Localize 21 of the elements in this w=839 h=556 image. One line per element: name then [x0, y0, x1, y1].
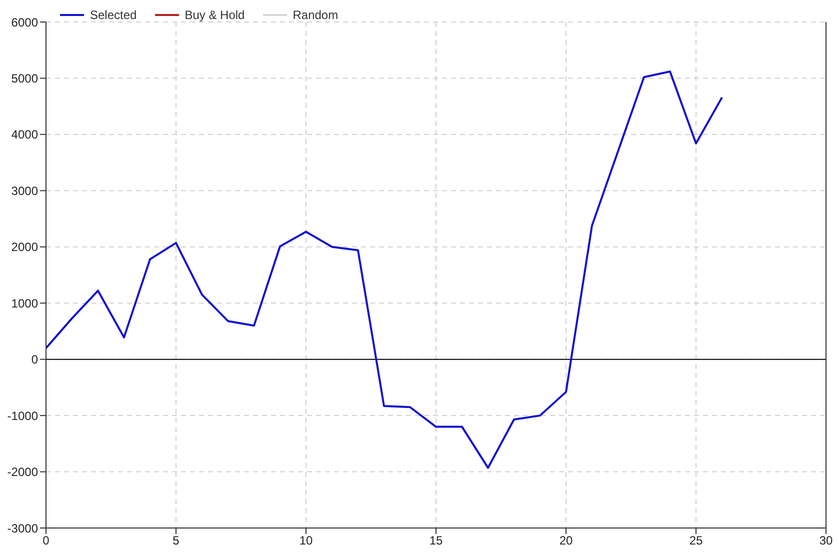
y-tick-label: 5000: [11, 71, 38, 86]
y-tick-label: -1000: [7, 408, 38, 423]
legend-label: Random: [292, 8, 338, 22]
x-tick-label: 15: [429, 534, 443, 548]
x-tick-label: 5: [172, 534, 180, 548]
y-tick-label: 1000: [11, 296, 38, 310]
line-series: [46, 70, 723, 469]
y-tick-label: 2000: [11, 240, 38, 254]
x-tick-label: 30: [819, 534, 833, 548]
x-tick-label: 20: [559, 534, 573, 548]
y-tick-label: 6000: [11, 15, 38, 30]
x-tick-label: 25: [689, 534, 703, 548]
y-tick-label: 3000: [11, 184, 38, 198]
y-tick-label: 4000: [11, 128, 38, 142]
legend-label: Buy & Hold: [184, 8, 245, 22]
legend-label: Selected: [90, 8, 137, 22]
y-tick-label: -3000: [7, 521, 38, 536]
y-tick-label: -2000: [7, 465, 38, 480]
x-tick-label: 0: [42, 534, 50, 548]
x-tick-label: 10: [299, 534, 313, 548]
y-tick-label: 0: [31, 352, 38, 367]
